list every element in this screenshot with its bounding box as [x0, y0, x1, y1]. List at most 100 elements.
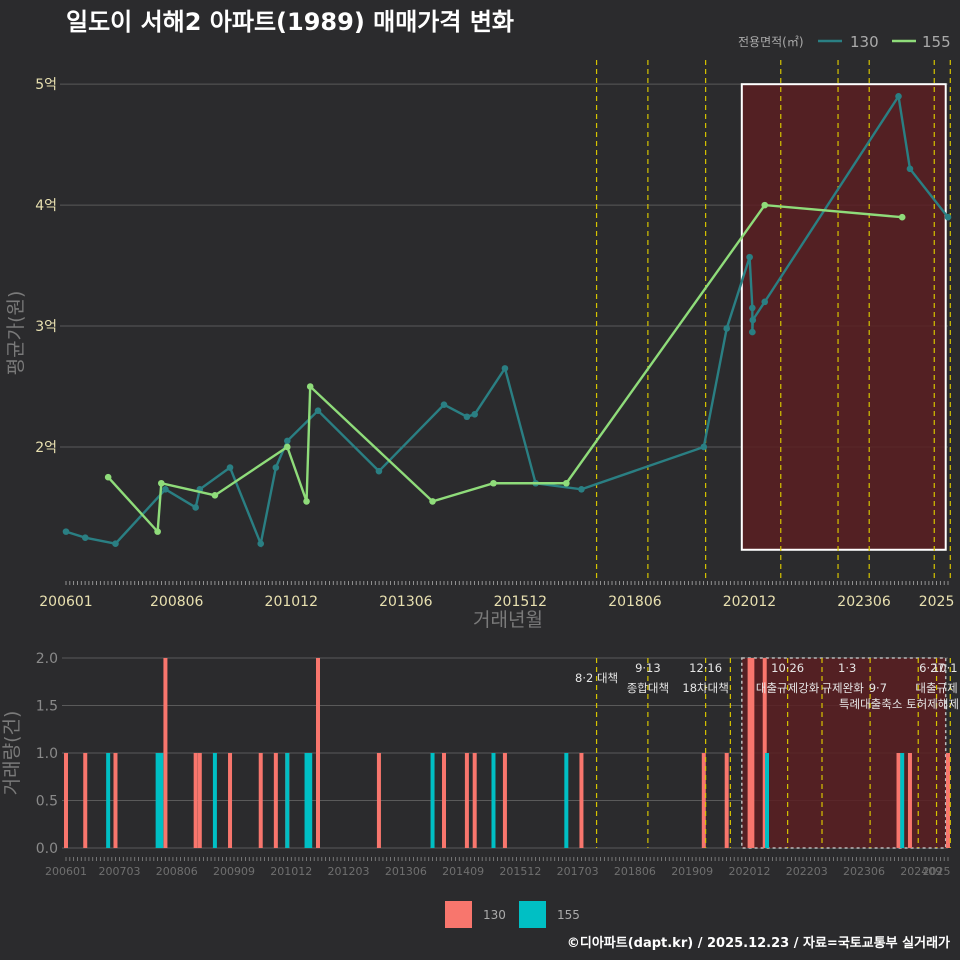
- volume-bar-130: [907, 753, 912, 848]
- volume-x-tick-label: 201806: [614, 865, 656, 878]
- legend-box-label-130: 130: [483, 908, 506, 922]
- volume-x-tick-label: 201909: [671, 865, 713, 878]
- price-point-155: [898, 213, 906, 221]
- price-point-130: [746, 253, 753, 261]
- price-point-155: [306, 383, 314, 390]
- volume-bar-130: [502, 753, 507, 848]
- price-point-130: [81, 534, 89, 541]
- price-point-155: [154, 528, 161, 535]
- price-point-130: [895, 92, 902, 100]
- price-point-130: [906, 165, 914, 173]
- volume-bar-155: [564, 753, 569, 848]
- price-point-155: [761, 201, 769, 209]
- legend-label-130: 130: [850, 33, 879, 51]
- policy-annotation: 6·27: [919, 661, 945, 675]
- price-point-130: [944, 213, 952, 221]
- volume-x-tick-label: 202203: [786, 865, 828, 878]
- volume-bar-130: [83, 753, 88, 848]
- price-point-130: [192, 504, 199, 511]
- volume-bar-130: [113, 753, 118, 848]
- volume-bar-130: [273, 753, 278, 848]
- legend-title: 전용면적(㎡): [738, 35, 804, 49]
- volume-x-tick-label: 202012: [728, 865, 770, 878]
- volume-y-tick-label: 2.0: [36, 651, 58, 667]
- price-point-130: [749, 328, 756, 336]
- price-point-130: [578, 486, 585, 493]
- price-chart-panel: 2억 3억 4억 5억 200601 200806 201012 201306 201512 20…: [35, 60, 955, 610]
- policy-annotation: 10·26: [771, 661, 804, 675]
- legend-box-155: [519, 901, 546, 928]
- price-x-tick-label: 200601: [39, 594, 92, 610]
- volume-bar-155: [155, 753, 160, 848]
- price-point-155: [490, 479, 497, 487]
- price-y-tick-label: 3억: [35, 319, 57, 335]
- volume-x-tick-label: 200601: [45, 865, 87, 878]
- price-point-130: [440, 401, 448, 408]
- volume-x-tick-label: 201409: [442, 865, 484, 878]
- volume-bar-155: [308, 753, 313, 848]
- price-point-130: [761, 298, 769, 306]
- volume-y-tick-label: 0.5: [36, 794, 58, 810]
- price-point-155: [563, 479, 570, 487]
- volume-bar-130: [579, 753, 584, 848]
- volume-bar-130: [472, 753, 477, 848]
- volume-bar-130: [64, 753, 68, 848]
- price-x-tick-label: 201012: [265, 594, 318, 610]
- volume-x-tick-label: 202409: [900, 865, 942, 878]
- price-x-tick-label: 201512: [494, 594, 547, 610]
- volume-bar-130: [896, 753, 901, 848]
- price-x-axis-label: 거래년월: [473, 609, 543, 631]
- price-point-130: [284, 437, 291, 445]
- volume-bar-130: [163, 658, 168, 848]
- price-y-axis-label: 평균가(원): [5, 291, 27, 376]
- volume-bar-130: [193, 753, 198, 848]
- price-point-155: [211, 492, 219, 499]
- price-point-130: [501, 365, 509, 372]
- price-x-tick-label: 2025: [919, 594, 955, 610]
- volume-bar-155: [304, 753, 309, 848]
- price-point-155: [104, 473, 112, 481]
- legend-label-155: 155: [922, 33, 951, 51]
- volume-x-tick-label: 200806: [156, 865, 198, 878]
- price-point-130: [700, 443, 708, 451]
- legend-box-label-155: 155: [557, 908, 580, 922]
- volume-bar-130: [762, 658, 767, 848]
- price-point-130: [112, 540, 119, 548]
- volume-bar-130: [464, 753, 469, 848]
- price-y-tick-label: 2억: [35, 440, 57, 456]
- legend-box-130: [445, 901, 472, 928]
- volume-bar-130: [750, 658, 755, 848]
- policy-annotation: 18차대책: [682, 681, 728, 695]
- price-point-130: [226, 464, 234, 471]
- price-point-155: [158, 479, 165, 487]
- volume-y-tick-label: 0.0: [36, 841, 58, 857]
- policy-annotation: 1·3: [838, 661, 856, 675]
- price-point-130: [62, 528, 70, 535]
- volume-y-tick-label: 1.5: [36, 699, 58, 715]
- price-point-130: [272, 464, 280, 471]
- price-y-tick-label: 5억: [35, 77, 57, 93]
- volume-x-tick-label: 2025: [923, 865, 951, 878]
- price-point-130: [162, 486, 169, 493]
- volume-bar-130: [724, 753, 729, 848]
- volume-bar-130: [376, 753, 381, 848]
- volume-x-tick-label: 202306: [843, 865, 885, 878]
- policy-annotation: 종합대책: [627, 681, 669, 695]
- price-point-155: [429, 498, 436, 505]
- price-series-line-155: [107, 203, 903, 535]
- policy-annotation: 9·13: [635, 661, 661, 675]
- price-x-tick-label: 202306: [837, 594, 891, 610]
- price-point-130: [723, 325, 730, 332]
- policy-annotation: 12·16: [689, 661, 722, 675]
- price-point-130: [749, 316, 757, 324]
- volume-x-tick-label: 201512: [499, 865, 541, 878]
- policy-annotation: 8·2 대책: [575, 671, 618, 685]
- volume-bar-130: [946, 753, 950, 848]
- volume-x-tick-label: 201012: [270, 865, 312, 878]
- policy-annotation: 규제완화: [821, 681, 864, 695]
- footer-credit: ©디아파트(dapt.kr) / 2025.12.23 / 자료=국토교통부 실…: [567, 935, 950, 951]
- top-legend: 전용면적(㎡) 130 155: [738, 33, 951, 51]
- policy-annotation: 10·1: [932, 661, 958, 675]
